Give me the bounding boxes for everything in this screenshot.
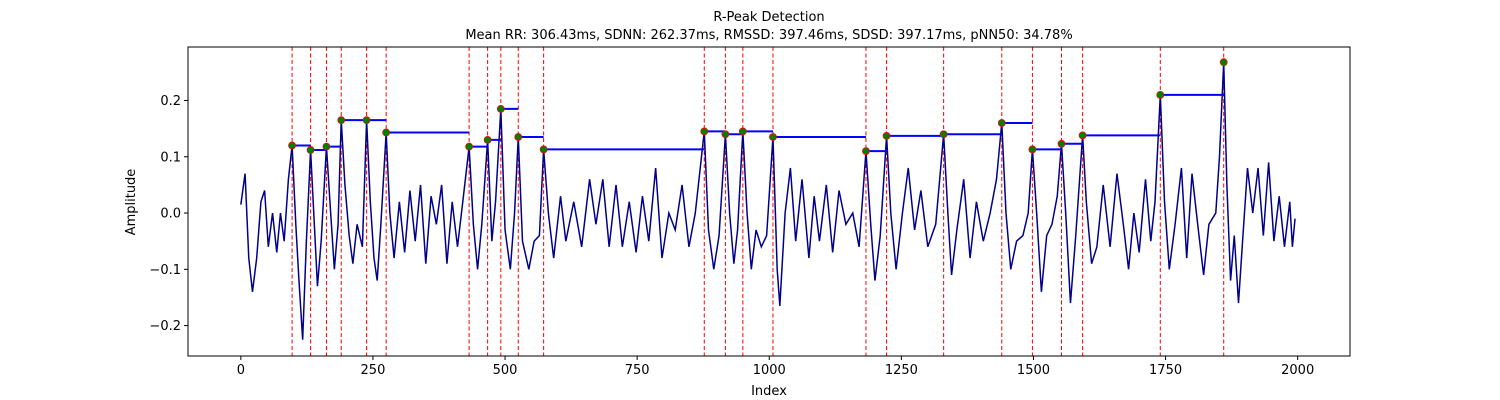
x-tick-label: 750 [625,363,650,378]
x-axis-label: Index [751,384,787,399]
peak-point [939,130,948,139]
x-tick-label: 1500 [1017,363,1050,378]
peak-point [1219,58,1228,67]
peak-point [1028,145,1037,154]
peak-point [539,145,548,154]
peak-point [465,142,474,151]
x-tick-label: 2000 [1281,363,1314,378]
peak-point [514,133,523,141]
peak-point [700,127,709,136]
peak-point [322,142,331,151]
peak-point [288,141,296,150]
peak-point [496,105,505,113]
y-axis-label: Amplitude [124,169,139,236]
signal-line [240,62,1296,340]
peak-point [862,147,870,156]
chart-subtitle: Mean RR: 306.43ms, SDNN: 262.37ms, RMSSD… [465,28,1072,43]
x-tick-label: 1750 [1149,363,1182,378]
peak-point [382,128,391,137]
peak-point [882,132,891,140]
plot-frame [187,46,1351,357]
peak-point [1156,90,1165,99]
peak-point [1078,131,1087,140]
peak-point [769,133,777,141]
x-tick-label: 1250 [885,363,918,378]
peak-point [337,116,346,125]
peak-point [1057,139,1066,148]
y-tick-label: 0.1 [160,150,181,165]
x-tick-label: 500 [493,363,518,378]
y-tick-label: 0.0 [160,207,181,222]
peak-point [721,130,730,139]
chart-title: R-Peak Detection [713,10,824,25]
peak-point [738,127,747,136]
x-tick-label: 1000 [753,363,786,378]
peak-point [997,119,1006,127]
x-tick-label: 250 [361,363,386,378]
y-tick-label: 0.2 [160,94,181,109]
x-tick-label: 0 [237,363,245,378]
peak-point [306,146,315,154]
peak-point [362,116,371,125]
y-tick-label: −0.1 [149,263,181,278]
peak-point [483,135,492,144]
y-tick-label: −0.2 [149,319,181,334]
